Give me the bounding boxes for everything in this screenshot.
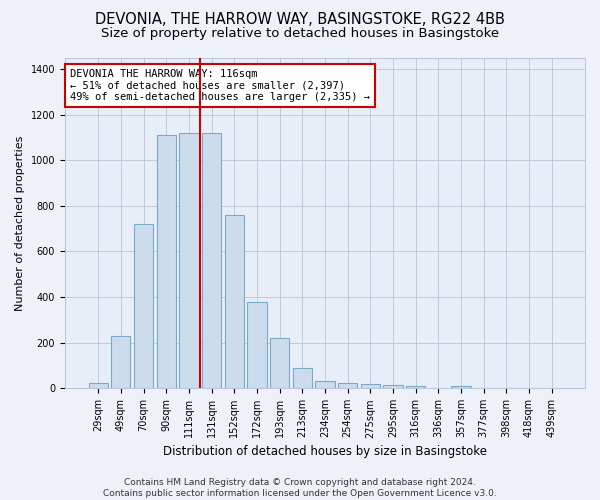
Bar <box>247 302 266 388</box>
X-axis label: Distribution of detached houses by size in Basingstoke: Distribution of detached houses by size … <box>163 444 487 458</box>
Text: DEVONIA, THE HARROW WAY, BASINGSTOKE, RG22 4BB: DEVONIA, THE HARROW WAY, BASINGSTOKE, RG… <box>95 12 505 28</box>
Bar <box>361 384 380 388</box>
Bar <box>111 336 130 388</box>
Bar <box>316 382 335 388</box>
Bar <box>270 338 289 388</box>
Bar <box>383 385 403 388</box>
Bar <box>451 386 470 388</box>
Bar <box>202 133 221 388</box>
Bar <box>134 224 153 388</box>
Bar <box>293 368 312 388</box>
Text: Size of property relative to detached houses in Basingstoke: Size of property relative to detached ho… <box>101 28 499 40</box>
Bar <box>179 133 199 388</box>
Bar <box>338 382 357 388</box>
Y-axis label: Number of detached properties: Number of detached properties <box>15 135 25 310</box>
Bar <box>224 215 244 388</box>
Text: Contains HM Land Registry data © Crown copyright and database right 2024.
Contai: Contains HM Land Registry data © Crown c… <box>103 478 497 498</box>
Text: DEVONIA THE HARROW WAY: 116sqm
← 51% of detached houses are smaller (2,397)
49% : DEVONIA THE HARROW WAY: 116sqm ← 51% of … <box>70 69 370 102</box>
Bar <box>406 386 425 388</box>
Bar <box>89 382 108 388</box>
Bar <box>157 135 176 388</box>
